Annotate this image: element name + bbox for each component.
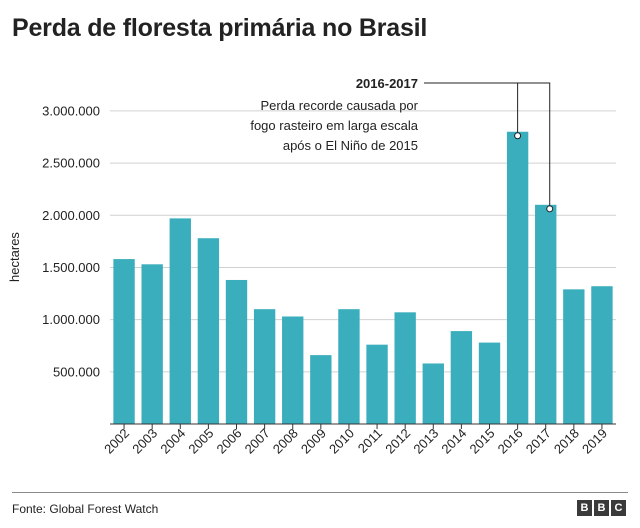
- chart-title: Perda de floresta primária no Brasil: [12, 14, 428, 42]
- y-tick-label: 1.500.000: [42, 260, 100, 275]
- y-tick-label: 3.000.000: [42, 103, 100, 118]
- y-axis-ticks: 500.000 1.000.000 1.500.000 2.000.000 2.500.…: [42, 103, 100, 379]
- x-tick-label: 2017: [523, 426, 554, 457]
- bar-2007: [253, 309, 276, 424]
- annotation-leader-2017: [424, 82, 551, 209]
- source-note: Fonte: Global Forest Watch: [12, 502, 159, 516]
- bar-2014: [450, 331, 473, 424]
- x-tick-label: 2013: [410, 426, 441, 457]
- annotation-line: após o El Niño de 2015: [283, 138, 418, 153]
- y-tick-label: 2.000.000: [42, 208, 100, 223]
- bar-2015: [478, 342, 501, 424]
- annotation-line: Perda recorde causada por: [260, 98, 418, 113]
- x-tick-label: 2003: [129, 426, 160, 457]
- annotation-marker: [514, 132, 522, 140]
- bar-2017: [535, 204, 557, 424]
- annotation: 2016-2017 Perda recorde causada por fogo r…: [250, 76, 554, 213]
- bar-2019: [591, 286, 613, 424]
- y-tick-label: 1.000.000: [42, 312, 100, 327]
- y-axis-label: hectares: [7, 232, 22, 282]
- bar-2002: [113, 259, 135, 424]
- x-tick-label: 2015: [467, 426, 498, 457]
- bar-2011: [366, 344, 388, 424]
- x-tick-label: 2011: [355, 426, 385, 456]
- x-tick-label: 2008: [270, 426, 301, 457]
- logo-letter: B: [594, 500, 609, 516]
- bar-chart: 500.000 1.000.000 1.500.000 2.000.000 2.500.…: [7, 76, 616, 457]
- gridlines: [110, 110, 616, 373]
- bar-2004: [169, 218, 191, 424]
- bar-2018: [563, 289, 585, 424]
- x-tick-label: 2002: [101, 426, 132, 457]
- bar-2003: [141, 264, 163, 424]
- footer-divider: [12, 492, 628, 493]
- annotation-marker: [546, 205, 554, 213]
- x-tick-label: 2009: [298, 426, 329, 457]
- x-tick-label: 2018: [551, 426, 582, 457]
- x-tick-label: 2014: [438, 426, 469, 457]
- x-tick-label: 2019: [579, 426, 610, 457]
- annotation-line: fogo rasteiro em larga escala: [250, 118, 418, 133]
- x-tick-label: 2012: [382, 426, 413, 457]
- x-tick-label: 2010: [326, 426, 357, 457]
- x-tick-label: 2004: [157, 426, 188, 457]
- bar-2008: [282, 316, 304, 424]
- x-tick-label: 2005: [185, 426, 216, 457]
- x-axis-ticks: 2002200320042005200620072008200920102011…: [101, 424, 610, 457]
- bbc-logo: B B C: [577, 500, 626, 516]
- y-tick-label: 2.500.000: [42, 156, 100, 171]
- x-tick-label: 2016: [495, 426, 526, 457]
- logo-letter: C: [611, 500, 626, 516]
- logo-letter: B: [577, 500, 592, 516]
- x-tick-label: 2006: [214, 426, 245, 457]
- bar-2012: [394, 312, 416, 424]
- bar-2005: [197, 238, 220, 424]
- bar-2006: [225, 279, 248, 424]
- annotation-title: 2016-2017: [356, 76, 418, 91]
- bar-2009: [310, 355, 332, 424]
- y-tick-label: 500.000: [53, 364, 100, 379]
- bars: [113, 131, 613, 424]
- bar-2010: [338, 309, 360, 424]
- bar-2016: [506, 131, 529, 424]
- bar-2013: [422, 363, 444, 424]
- x-tick-label: 2007: [242, 426, 273, 457]
